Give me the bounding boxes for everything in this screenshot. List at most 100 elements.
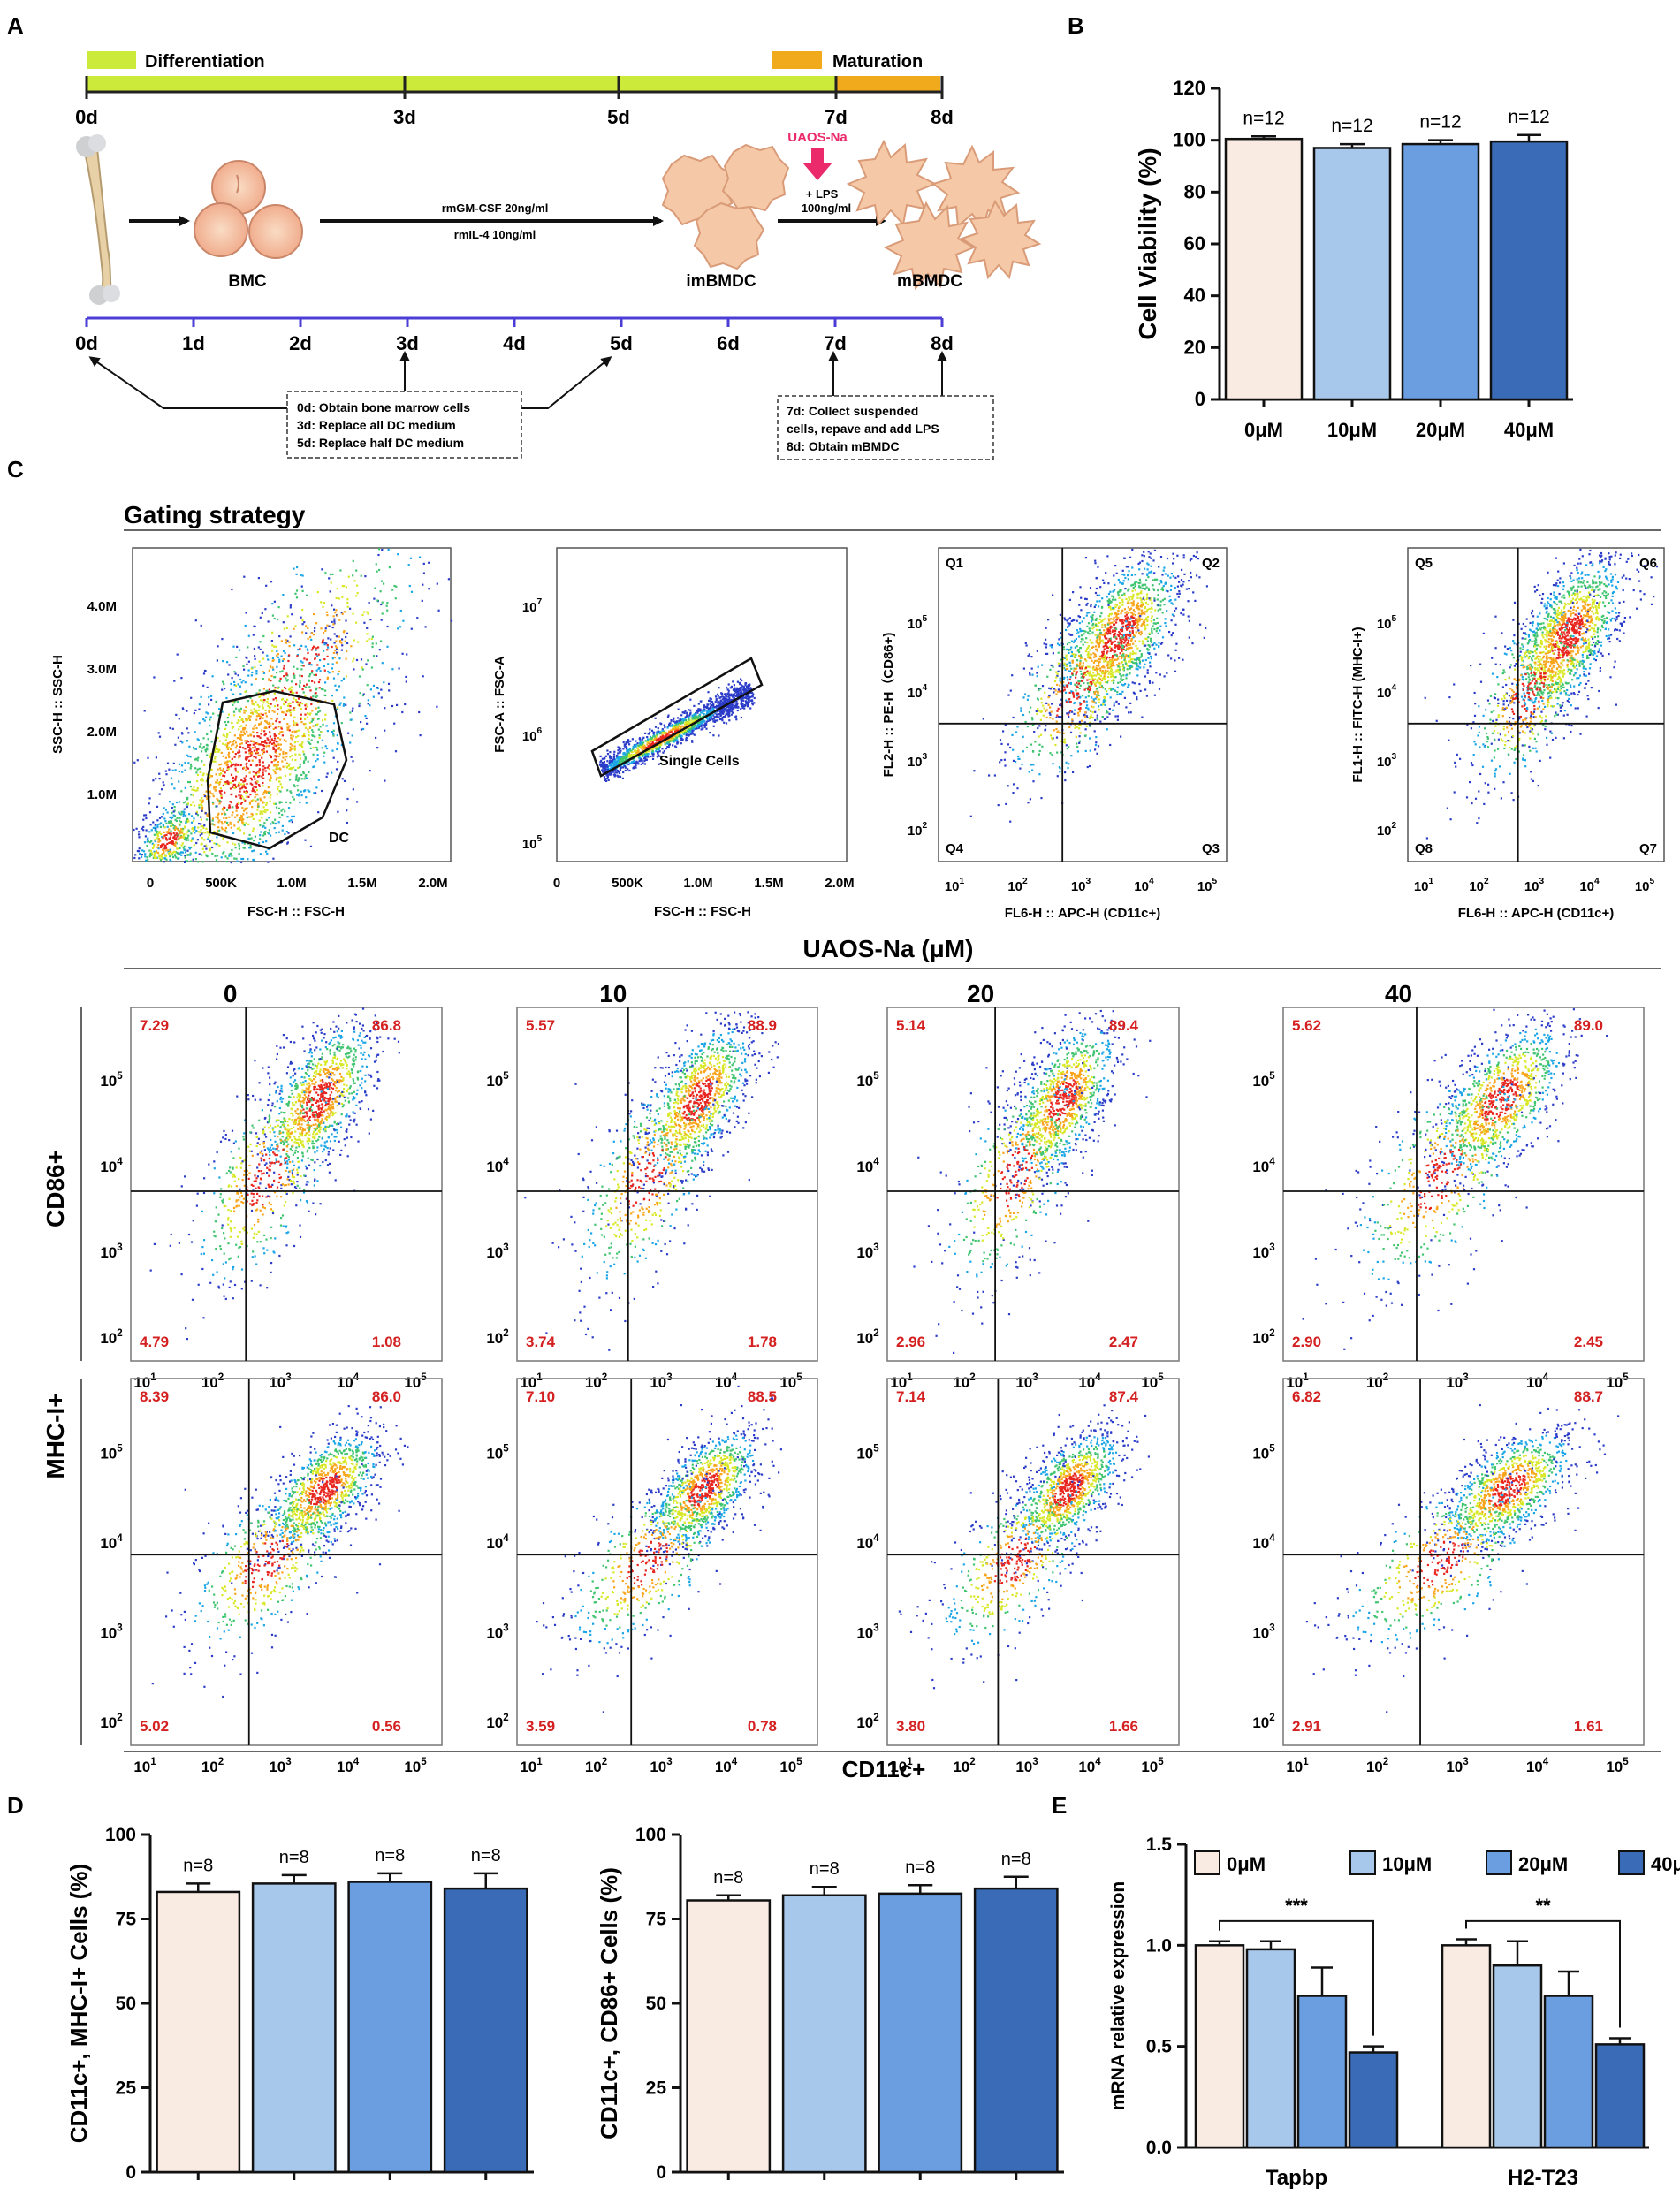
quadrant-plot-point [1174,670,1177,672]
gating1-point [152,856,155,859]
gating1-point [215,858,218,862]
gating2-point [632,747,635,749]
gating1-point [146,845,148,847]
gating1-point [293,784,296,786]
gating2-point [724,708,726,710]
gating2-point [724,715,726,718]
gating1-point [294,753,297,756]
gating1-point [275,779,277,781]
gating1-point [191,837,194,840]
gating1-point [175,851,178,854]
gating1-point [247,741,250,743]
gating1-point [295,776,298,779]
gating1-point [315,669,318,672]
gating1-point [309,635,312,639]
gating1-point [274,687,277,689]
gating1-point [224,813,227,816]
gating1-point [331,645,333,649]
gating1-point [210,839,213,842]
gating1-point [182,833,186,836]
gating1-point [279,743,282,746]
gating1-point [262,657,265,660]
gating1-point [315,653,318,656]
gating2-point [688,709,690,711]
gating2-point [676,720,679,723]
gating1-point [322,640,324,642]
gating1-point [307,651,309,655]
gating1-point [254,778,256,780]
gating1-point [184,786,186,789]
gating1-point [244,786,247,789]
gating1-point [292,748,294,750]
quadrant-plot-point [1132,600,1135,603]
gating1-point [294,698,298,702]
gating1-point [200,742,202,746]
gating1-point [323,658,326,661]
gating2-point [747,702,749,704]
gating1-point [200,829,202,832]
gating1-point [273,759,276,762]
gating1-point [273,600,276,603]
quadrant-plot-point [1084,557,1087,559]
gating1-point [241,718,244,721]
gating1-point [315,695,317,698]
gating1-point [287,708,290,710]
gating1-point [276,699,278,702]
gating1-point [248,718,252,721]
gating1-point [259,834,262,837]
gating1-point [262,672,266,674]
top-tick-label: 5d [607,106,630,128]
quadrant-plot-point [1117,591,1120,594]
gating1-point [273,802,276,805]
quadrant-plot-point [1055,736,1059,739]
gating1-point [341,638,344,641]
gating1-point [209,783,212,786]
gating1-point [291,744,293,747]
gating2-point [620,747,622,749]
gating1-point [186,740,188,742]
gating1-point [296,654,299,657]
gating1-point [367,699,369,702]
gating1-point [274,697,277,700]
quadrant-plot-point [1066,619,1068,622]
gating1-point [285,752,287,755]
gating1-point [255,711,258,714]
gating2-point [600,759,603,762]
gating1-point [246,782,248,786]
gating1-point [203,845,206,847]
gating1-point [317,710,320,713]
gating1-point [277,748,280,750]
gating1-point [163,847,166,850]
gating1-point [194,832,196,834]
bar [1401,142,1480,401]
gating1-point [331,657,334,660]
gating1-point [201,804,203,807]
gating1-point [169,850,172,853]
gating2-point [650,743,652,746]
quadrant-plot-point [1139,666,1142,669]
gating1-point [326,655,329,657]
gating1-point [232,764,234,766]
gating1-point [306,712,309,715]
gating2-point [712,703,715,706]
gating1-point [365,717,368,719]
gating1-point [298,684,301,687]
gating1-point [244,751,247,754]
gating1-point [249,845,252,847]
quadrant-plot-point [1136,623,1140,626]
gating1-point [242,783,245,786]
gating1-point [333,642,336,644]
quadrant-plot-point [1123,592,1126,595]
quadrant-plot-point [1102,650,1105,653]
quadrant-plot-point [1174,623,1177,626]
gating1-point [281,734,284,737]
gating1-point [253,625,255,627]
gating1-point [155,778,157,780]
quadrant-plot-point [1046,652,1049,655]
gating1-point [345,703,347,706]
gating2-point [632,760,635,763]
quadrant-plot-point [1090,673,1093,677]
quadrant-plot-point [1127,574,1129,577]
gating1-point [331,667,333,670]
gating1-point [273,827,276,830]
